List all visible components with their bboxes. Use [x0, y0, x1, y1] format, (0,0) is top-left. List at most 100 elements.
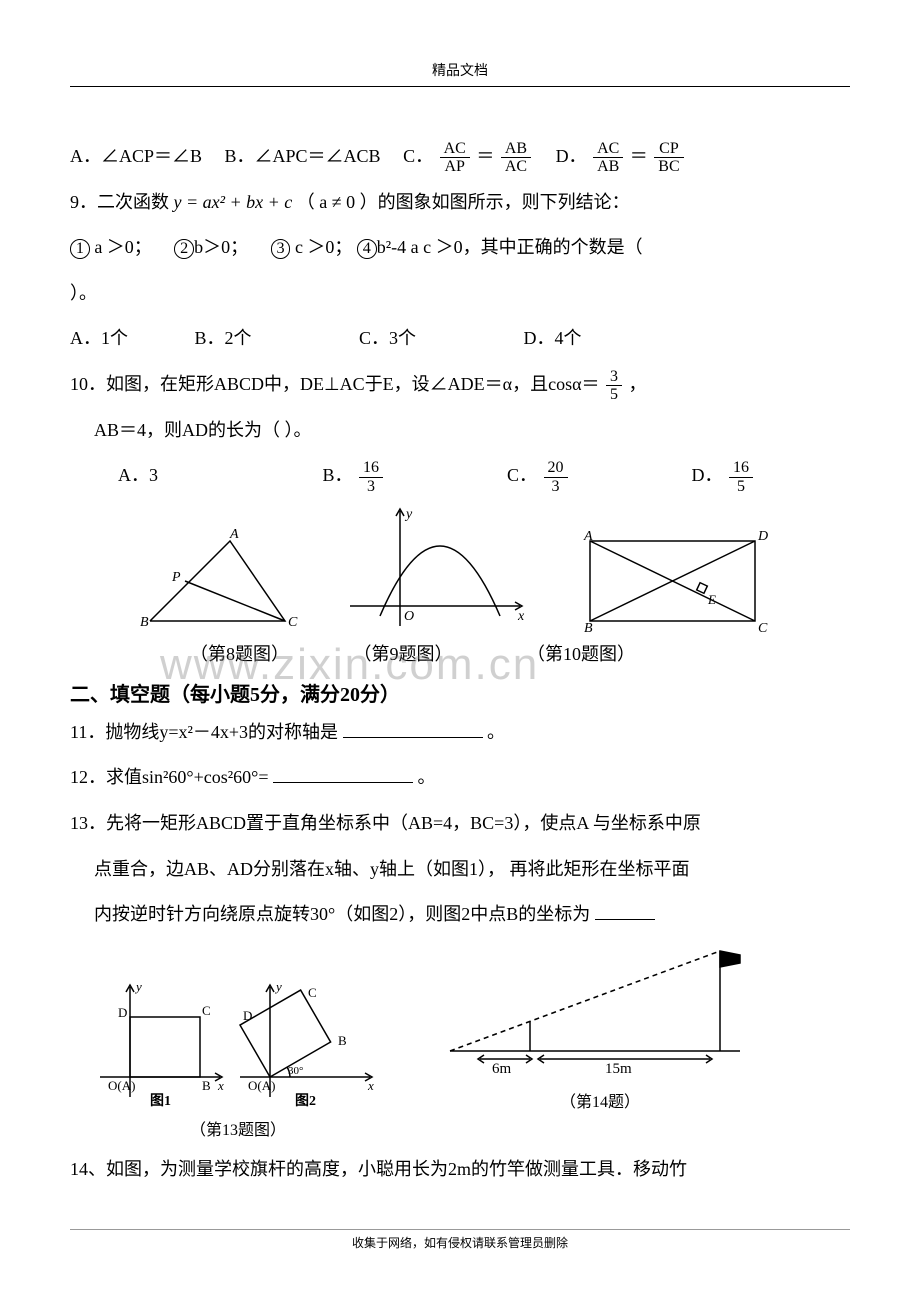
- q9-conds: 1 a ＞0； 2b＞0； 3 c ＞0； 4b²-4 a c ＞0，其中正确的…: [70, 228, 850, 268]
- q10-post: ，: [629, 374, 647, 394]
- q10-frac-den: 5: [606, 386, 622, 404]
- q10-c-pre: C．: [507, 456, 537, 496]
- q8-opt-a: A．∠ACP＝∠B: [70, 146, 202, 166]
- q10-a: A．3: [118, 456, 318, 496]
- q9-pre: 9．二次函数: [70, 192, 174, 212]
- fig10-D: D: [757, 529, 768, 544]
- q9-c1-text: a ＞0；: [90, 237, 152, 257]
- q8-c-frac2-num: AB: [501, 140, 531, 159]
- q8-opt-b: B．∠APC＝∠ACB: [225, 146, 381, 166]
- fig10-E: E: [707, 592, 716, 607]
- q9-eq: y = ax² + bx + c: [174, 192, 293, 212]
- fig8-svg: A B C P: [130, 526, 300, 636]
- q8-c-frac1-den: AP: [440, 158, 470, 176]
- q13-l1: 13．先将一矩形ABCD置于直角坐标系中（AB=4，BC=3），使点A 与坐标系…: [70, 804, 850, 844]
- fig13-D1: D: [118, 1005, 127, 1020]
- q10-b-num: 16: [359, 459, 383, 478]
- q8-options: A．∠ACP＝∠B B．∠APC＝∠ACB C． AC AP ＝ AB AC D…: [70, 137, 850, 177]
- fig13-caption: （第13题图）: [190, 1116, 850, 1140]
- fig9-svg: x y O: [340, 506, 530, 636]
- q11-text: 11．抛物线y=x²－4x+3的对称轴是: [70, 722, 338, 742]
- fig13-y2: y: [274, 979, 282, 994]
- page-header: 精品文档: [70, 60, 850, 87]
- fig9-y: y: [404, 507, 413, 522]
- fig9-O: O: [404, 609, 414, 624]
- fig14-wrap: 6m 15m （第14题）: [440, 941, 760, 1112]
- q12: 12．求值sin²60°+cos²60°= 。: [70, 758, 850, 798]
- q8-d-frac1-den: AB: [593, 158, 623, 176]
- fig10-A: A: [583, 529, 593, 544]
- fig8-A: A: [229, 527, 239, 542]
- q9-c: C．3个: [359, 319, 519, 359]
- q9-tail: ）。: [70, 274, 850, 314]
- q11-tail: 。: [487, 722, 505, 742]
- q8-opt-c-pre: C．: [403, 146, 433, 166]
- q10-b-pre: B．: [323, 456, 353, 496]
- q8-d-frac2: CP BC: [654, 140, 683, 176]
- q9-options: A．1个 B．2个 C．3个 D．4个: [70, 319, 850, 359]
- section2-title: 二、填空题（每小题5分，满分20分）: [70, 678, 850, 707]
- q13-l2: 点重合，边AB、AD分别落在x轴、y轴上（如图1）， 再将此矩形在坐标平面: [70, 850, 850, 890]
- q10-c-den: 3: [544, 478, 568, 496]
- q10-b: B． 163: [323, 456, 503, 496]
- fig9-caption: （第9题图）: [354, 640, 453, 666]
- fig-captions-row: （第8题图） （第9题图） （第10题图）: [70, 640, 850, 666]
- fig13-D2: D: [243, 1008, 252, 1023]
- figures-row: A B C P x y O A: [130, 506, 850, 636]
- page-footer: 收集于网络，如有侵权请联系管理员删除: [70, 1229, 850, 1251]
- q8-d-frac1: AC AB: [593, 140, 623, 176]
- fig10-B: B: [584, 621, 593, 636]
- fig9-x: x: [517, 609, 525, 624]
- q8-d-frac1-num: AC: [593, 140, 623, 159]
- q8-d-frac2-num: CP: [654, 140, 683, 159]
- q10-c-num: 20: [544, 459, 568, 478]
- fig10-caption: （第10题图）: [527, 640, 635, 666]
- fig14-svg: 6m 15m: [440, 941, 760, 1081]
- q9-c2-icon: 2: [174, 239, 194, 259]
- q10-d-num: 16: [729, 459, 753, 478]
- q8-opt-d-pre: D．: [556, 146, 587, 166]
- q9-c4-icon: 4: [357, 239, 377, 259]
- q8-c-eq: ＝: [476, 146, 494, 166]
- fig10-svg: A B C D E: [570, 526, 770, 636]
- q9-d: D．4个: [524, 319, 582, 359]
- q10-options: A．3 B． 163 C． 203 D． 165: [70, 456, 850, 496]
- fig13-OA1: O(A): [108, 1078, 135, 1093]
- fig8-P: P: [171, 570, 181, 585]
- q14: 14、如图，为测量学校旗杆的高度，小聪用长为2m的竹竿做测量工具．移动竹: [70, 1150, 850, 1190]
- fig13-x2: x: [367, 1078, 374, 1093]
- q10-c: C． 203: [507, 456, 687, 496]
- q8-c-frac1-num: AC: [440, 140, 470, 159]
- q10-d-den: 5: [729, 478, 753, 496]
- fig13-cap1: 图1: [150, 1093, 171, 1107]
- q9-paren: （ a ≠ 0 ）的图象如图所示，则下列结论：: [297, 192, 630, 212]
- fig-row-2: D C B O(A) x y 图1: [90, 941, 850, 1112]
- fig14-d1: 6m: [492, 1061, 512, 1077]
- fig14-d2: 15m: [605, 1061, 632, 1077]
- fig10-C: C: [758, 621, 768, 636]
- fig14-caption: （第14题）: [440, 1088, 760, 1112]
- q9-b: B．2个: [195, 319, 355, 359]
- q8-c-frac2: AB AC: [501, 140, 531, 176]
- q10-d: D． 165: [692, 456, 756, 496]
- fig13-svg: D C B O(A) x y 图1: [90, 977, 380, 1107]
- q10-d-frac: 165: [729, 459, 753, 495]
- q10-pre: 10．如图，在矩形ABCD中，DE⊥AC于E，设∠ADE＝α，且cosα＝: [70, 374, 600, 394]
- fig13-OA2: O(A): [248, 1078, 275, 1093]
- q12-text: 12．求值sin²60°+cos²60°=: [70, 767, 273, 787]
- q10-d-pre: D．: [692, 456, 723, 496]
- fig8-B: B: [140, 615, 149, 630]
- q10-b-frac: 163: [359, 459, 383, 495]
- q10-frac: 3 5: [606, 368, 622, 404]
- q9-stem-line1: 9．二次函数 y = ax² + bx + c （ a ≠ 0 ）的图象如图所示…: [70, 183, 850, 223]
- q9-a: A．1个: [70, 319, 190, 359]
- q9-c3-text: c ＞0；: [290, 237, 352, 257]
- q10-b-den: 3: [359, 478, 383, 496]
- q8-d-frac2-den: BC: [654, 158, 683, 176]
- q9-c3-icon: 3: [271, 239, 291, 259]
- fig13-x1: x: [217, 1078, 224, 1093]
- q11: 11．抛物线y=x²－4x+3的对称轴是 。: [70, 713, 850, 753]
- q11-blank: [343, 719, 483, 738]
- q13-blank: [595, 901, 655, 920]
- q9-c1-icon: 1: [70, 239, 90, 259]
